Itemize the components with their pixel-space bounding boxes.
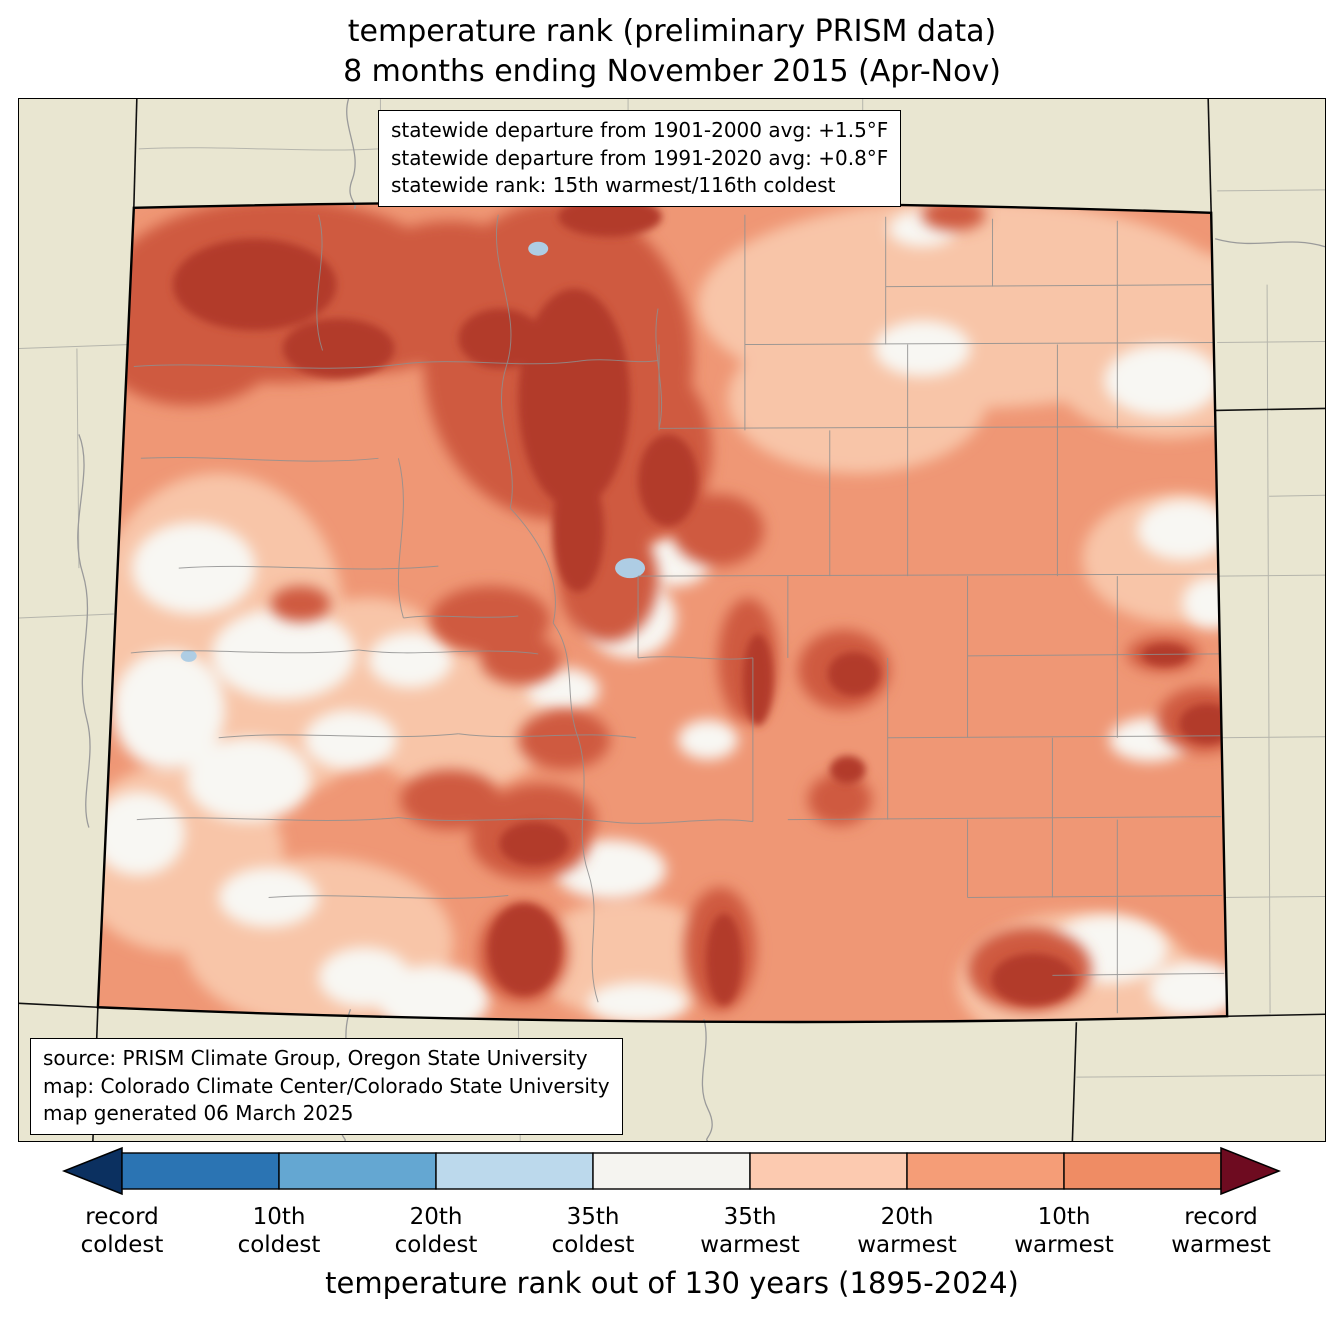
colorbar-label-20th-warmest: 20th warmest [857, 1204, 957, 1259]
colorbar-segment [906, 1152, 1065, 1190]
dark-warm-blobs [172, 202, 1228, 1006]
colorbar-arrow-right [1220, 1146, 1282, 1196]
map-panel [18, 98, 1326, 1142]
colorbar-label-10th-coldest: 10th coldest [237, 1204, 321, 1259]
source-line-1: source: PRISM Climate Group, Oregon Stat… [43, 1046, 588, 1070]
stats-line-1: statewide departure from 1901-2000 avg: … [391, 118, 889, 142]
colorbar-segment [121, 1152, 280, 1190]
colorbar-segment [435, 1152, 594, 1190]
source-line-3: map generated 06 March 2025 [43, 1101, 354, 1126]
stats-box: statewide departure from 1901-2000 avg: … [378, 110, 902, 207]
temperature-field [97, 202, 1228, 1022]
colorbar-arrow-left [61, 1146, 123, 1196]
colorbar-label-35th-coldest: 35th coldest [551, 1204, 635, 1259]
figure-title: temperature rank (preliminary PRISM data… [0, 12, 1344, 91]
county-lines [130, 214, 1225, 1014]
colorbar-segment [749, 1152, 908, 1190]
stats-line-3: statewide rank: 15th warmest/116th colde… [391, 173, 836, 198]
source-line-2: map: Colorado Climate Center/Colorado St… [43, 1073, 610, 1098]
colorbar-label-record-coldest: record coldest [80, 1204, 164, 1259]
colorbar-label-20th-coldest: 20th coldest [394, 1204, 478, 1259]
figure-title-line2: 8 months ending November 2015 (Apr-Nov) [343, 53, 1001, 89]
colorbar-label-35th-warmest: 35th warmest [700, 1204, 800, 1259]
colorbar [61, 1146, 1282, 1196]
colorbar-label-10th-warmest: 10th warmest [1014, 1204, 1114, 1259]
colorbar-segment [592, 1152, 751, 1190]
colorbar-label-record-warmest: record warmest [1171, 1204, 1271, 1259]
colorbar-caption: temperature rank out of 130 years (1895-… [325, 1266, 1019, 1300]
figure-title-line1: temperature rank (preliminary PRISM data… [347, 14, 997, 49]
colorado-map [19, 99, 1325, 1141]
colorbar-segment [278, 1152, 437, 1190]
source-box: source: PRISM Climate Group, Oregon Stat… [30, 1038, 623, 1135]
stats-line-2: statewide departure from 1991-2020 avg: … [391, 145, 889, 170]
colorbar-segment [1063, 1152, 1222, 1190]
lakes [180, 241, 646, 662]
